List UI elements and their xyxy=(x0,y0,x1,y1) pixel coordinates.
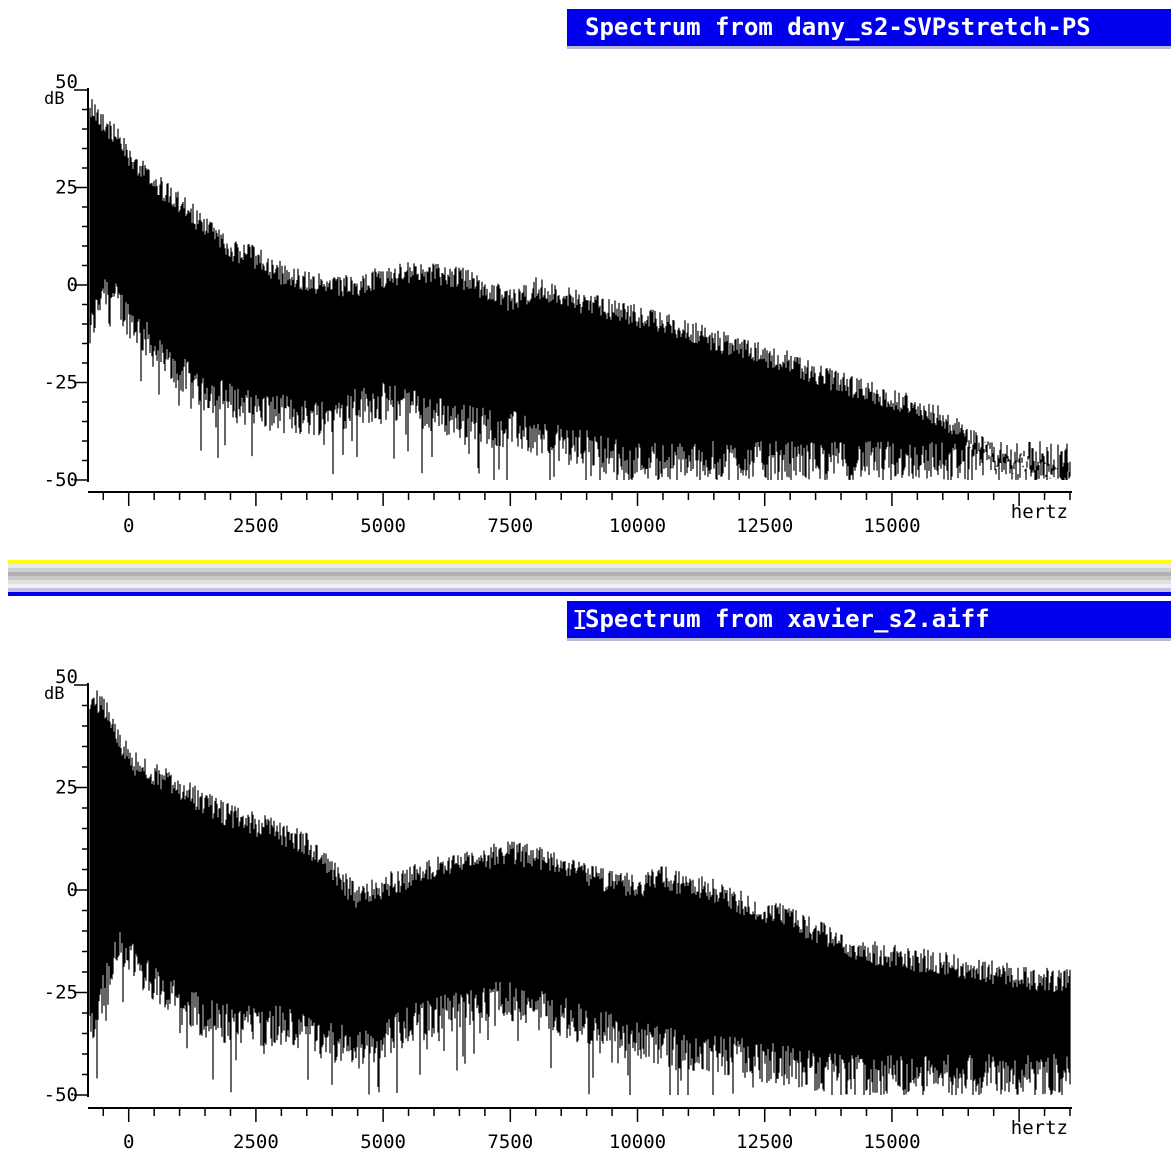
x-tick-label: 15000 xyxy=(863,515,920,537)
x-tick-label: 5000 xyxy=(360,515,406,537)
y-tick-label: 25 xyxy=(55,777,78,799)
panel-1-title: Spectrum from dany_s2-SVPstretch-PS xyxy=(585,13,1091,41)
x-tick-label: 10000 xyxy=(609,515,666,537)
x-tick-label: 0 xyxy=(123,1131,134,1153)
text-cursor-icon: I xyxy=(572,606,588,636)
x-tick-label: 7500 xyxy=(487,515,533,537)
panel-2-titlebar[interactable]: I Spectrum from xavier_s2.aiff xyxy=(567,601,1171,641)
y-tick-label: -25 xyxy=(44,982,78,1004)
y-tick-label: -50 xyxy=(44,469,78,491)
panel-2-title: Spectrum from xavier_s2.aiff xyxy=(585,605,990,633)
y-tick-label: 0 xyxy=(67,274,78,296)
x-tick-label: 0 xyxy=(123,515,134,537)
spectrum-trace xyxy=(90,99,1070,480)
x-tick-label: 2500 xyxy=(233,515,279,537)
x-tick-label: 15000 xyxy=(863,1131,920,1153)
y-tick-label: 25 xyxy=(55,177,78,199)
x-axis-label: hertz xyxy=(1011,501,1068,523)
panel-divider[interactable] xyxy=(8,560,1171,600)
spectrum-trace xyxy=(90,691,1070,1096)
x-axis-label: hertz xyxy=(1011,1117,1068,1139)
y-tick-label: -25 xyxy=(44,372,78,394)
x-tick-label: 7500 xyxy=(487,1131,533,1153)
y-tick-label: 0 xyxy=(67,879,78,901)
panel-1-titlebar[interactable]: Spectrum from dany_s2-SVPstretch-PS xyxy=(567,9,1171,49)
x-tick-label: 10000 xyxy=(609,1131,666,1153)
y-axis-label: dB xyxy=(44,684,64,704)
y-tick-label: -50 xyxy=(44,1084,78,1106)
y-axis-label: dB xyxy=(44,89,64,109)
x-tick-label: 5000 xyxy=(360,1131,406,1153)
x-tick-label: 2500 xyxy=(233,1131,279,1153)
x-tick-label: 12500 xyxy=(736,515,793,537)
x-tick-label: 12500 xyxy=(736,1131,793,1153)
